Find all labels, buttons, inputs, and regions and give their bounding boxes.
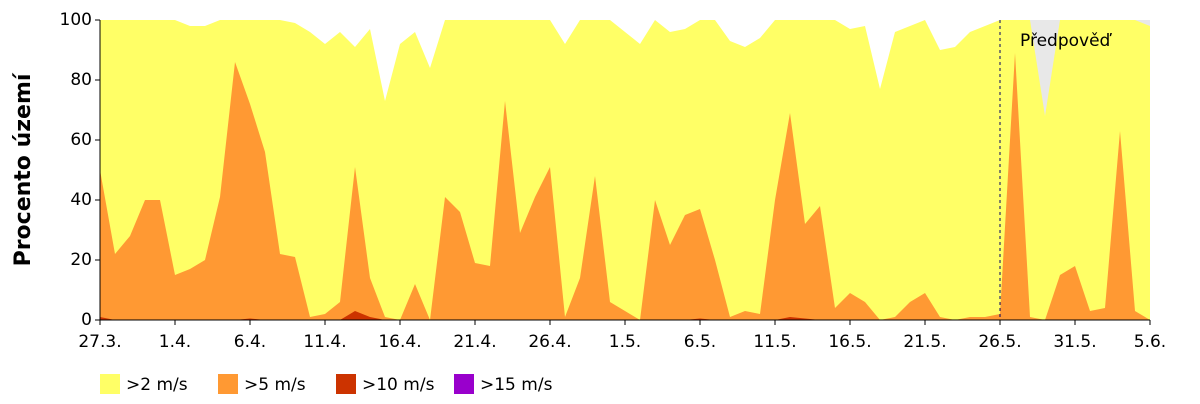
y-tick-label: 20 (70, 250, 92, 270)
legend-swatch (454, 374, 474, 394)
area (100, 311, 1150, 320)
x-tick-label: 21.5. (903, 332, 946, 352)
legend-swatch (100, 374, 120, 394)
x-tick-label: 26.5. (978, 332, 1021, 352)
y-tick-label: 40 (70, 190, 92, 210)
y-tick-label: 60 (70, 130, 92, 150)
x-tick-label: 31.5. (1053, 332, 1096, 352)
y-tick-label: 100 (60, 10, 92, 30)
y-axis-label: Procento území (11, 72, 36, 266)
annotation: Předpověď (1020, 31, 1113, 51)
x-tick-label: 11.5. (753, 332, 796, 352)
x-tick-label: 26.4. (528, 332, 571, 352)
legend-label: >5 m/s (244, 375, 306, 395)
x-tick-label: 6.4. (234, 332, 266, 352)
legend-swatch (336, 374, 356, 394)
legend-label: >10 m/s (362, 375, 435, 395)
area (100, 53, 1150, 320)
x-tick-label: 21.4. (453, 332, 496, 352)
x-tick-label: 11.4. (303, 332, 346, 352)
legend-label: >15 m/s (480, 375, 553, 395)
legend-swatch (218, 374, 238, 394)
y-tick-label: 80 (70, 70, 92, 90)
x-tick-label: 16.4. (378, 332, 421, 352)
x-tick-label: 5.6. (1134, 332, 1166, 352)
x-tick-label: 16.5. (828, 332, 871, 352)
x-tick-label: 1.4. (159, 332, 191, 352)
legend-label: >2 m/s (126, 375, 188, 395)
x-tick-label: 27.3. (78, 332, 121, 352)
y-tick-label: 0 (81, 310, 92, 330)
x-tick-label: 1.5. (609, 332, 641, 352)
x-tick-label: 6.5. (684, 332, 716, 352)
